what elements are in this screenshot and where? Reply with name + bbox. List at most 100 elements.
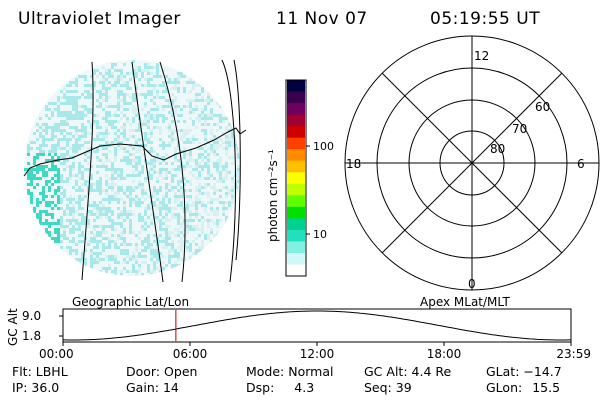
emission-pixel xyxy=(135,195,138,198)
emission-pixel xyxy=(135,186,138,189)
emission-pixel xyxy=(216,165,219,168)
emission-pixel xyxy=(57,138,60,141)
emission-pixel xyxy=(120,93,123,96)
emission-pixel xyxy=(126,159,129,162)
emission-pixel xyxy=(78,147,81,150)
emission-pixel xyxy=(237,168,240,171)
emission-pixel xyxy=(165,75,168,78)
emission-pixel xyxy=(120,222,123,225)
orbit-timeline: 9.0 1.8 GC Alt 00:00 06:00 12:00 18:00 23:59 xyxy=(6,308,591,361)
emission-pixel xyxy=(111,222,114,225)
emission-pixel xyxy=(216,219,219,222)
emission-pixel xyxy=(186,165,189,168)
emission-pixel xyxy=(123,213,126,216)
emission-pixel xyxy=(54,228,57,231)
emission-pixel xyxy=(213,162,216,165)
emission-pixel xyxy=(189,204,192,207)
colorbar-cell xyxy=(287,241,305,254)
emission-pixel xyxy=(96,234,99,237)
latitude-line xyxy=(23,127,247,177)
emission-pixel xyxy=(75,102,78,105)
emission-pixel xyxy=(66,90,69,93)
door-label: Door: xyxy=(126,364,161,379)
emission-pixel xyxy=(117,144,120,147)
emission-pixel xyxy=(162,105,165,108)
emission-pixel xyxy=(213,114,216,117)
emission-pixel xyxy=(69,99,72,102)
emission-pixel xyxy=(123,207,126,210)
emission-pixel xyxy=(201,204,204,207)
emission-pixel xyxy=(165,237,168,240)
emission-pixel xyxy=(123,108,126,111)
emission-pixel xyxy=(90,267,93,270)
emission-pixel xyxy=(90,258,93,261)
emission-pixel xyxy=(96,183,99,186)
emission-pixel xyxy=(42,129,45,132)
emission-pixel xyxy=(144,96,147,99)
emission-pixel xyxy=(114,114,117,117)
emission-pixel xyxy=(69,165,72,168)
colorbar-cell xyxy=(287,218,305,231)
emission-pixel xyxy=(165,186,168,189)
emission-pixel xyxy=(210,231,213,234)
emission-pixel xyxy=(144,144,147,147)
emission-pixel xyxy=(228,216,231,219)
emission-pixel xyxy=(129,72,132,75)
emission-pixel xyxy=(45,204,48,207)
emission-pixel xyxy=(123,219,126,222)
emission-pixel xyxy=(93,81,96,84)
emission-pixel xyxy=(78,258,81,261)
emission-pixel xyxy=(99,177,102,180)
emission-pixel xyxy=(129,213,132,216)
emission-pixel xyxy=(150,135,153,138)
emission-pixel xyxy=(78,207,81,210)
emission-pixel xyxy=(117,174,120,177)
emission-pixel xyxy=(159,138,162,141)
emission-pixel xyxy=(120,147,123,150)
emission-pixel xyxy=(54,204,57,207)
emission-pixel xyxy=(228,144,231,147)
emission-pixel xyxy=(147,66,150,69)
emission-pixel xyxy=(138,237,141,240)
emission-pixel xyxy=(66,225,69,228)
emission-pixel xyxy=(141,243,144,246)
emission-pixel xyxy=(72,237,75,240)
emission-pixel xyxy=(72,240,75,243)
emission-pixel xyxy=(120,249,123,252)
emission-pixel xyxy=(57,108,60,111)
emission-pixel xyxy=(165,174,168,177)
emission-pixel xyxy=(225,192,228,195)
emission-pixel xyxy=(225,177,228,180)
emission-pixel xyxy=(108,123,111,126)
emission-pixel xyxy=(183,87,186,90)
emission-pixel xyxy=(195,84,198,87)
emission-pixel xyxy=(123,189,126,192)
emission-pixel xyxy=(135,141,138,144)
emission-pixel xyxy=(102,231,105,234)
emission-pixel xyxy=(90,189,93,192)
emission-pixel xyxy=(222,207,225,210)
emission-pixel xyxy=(81,135,84,138)
emission-pixel xyxy=(75,108,78,111)
emission-pixel xyxy=(174,174,177,177)
emission-pixel xyxy=(60,132,63,135)
emission-pixel xyxy=(192,219,195,222)
emission-pixel xyxy=(222,186,225,189)
emission-pixel xyxy=(189,225,192,228)
emission-pixel xyxy=(141,84,144,87)
emission-pixel xyxy=(117,75,120,78)
instrument-title: Ultraviolet Imager xyxy=(18,9,181,29)
emission-pixel xyxy=(33,177,36,180)
emission-pixel xyxy=(189,213,192,216)
emission-pixel xyxy=(216,123,219,126)
emission-pixel xyxy=(198,177,201,180)
emission-pixel xyxy=(105,213,108,216)
emission-pixel xyxy=(33,186,36,189)
emission-pixel xyxy=(75,189,78,192)
emission-pixel xyxy=(93,189,96,192)
emission-pixel xyxy=(81,255,84,258)
emission-pixel xyxy=(87,213,90,216)
emission-pixel xyxy=(69,240,72,243)
emission-pixel xyxy=(105,231,108,234)
emission-pixel xyxy=(216,141,219,144)
